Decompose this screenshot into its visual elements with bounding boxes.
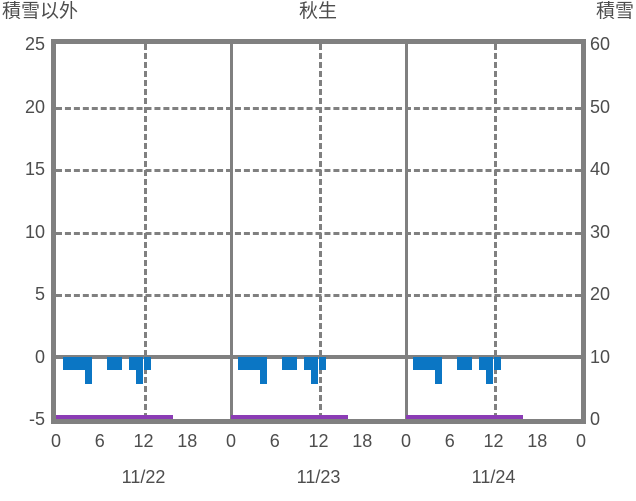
bar <box>107 356 115 371</box>
plot-area <box>51 39 586 424</box>
gridline-vertical <box>318 44 322 419</box>
bar <box>303 356 312 371</box>
bar <box>136 356 144 384</box>
x-axis-day-label: 11/23 <box>296 467 341 487</box>
x-axis-day-label: 11/22 <box>121 467 166 487</box>
bar <box>457 356 465 371</box>
bar <box>260 356 268 384</box>
right-axis: 60 50 40 30 20 10 0 <box>590 0 636 501</box>
x-axis-tick-label: 0 <box>225 431 236 451</box>
x-axis-tick-label: 6 <box>444 431 455 451</box>
page-title: 秋生 <box>298 1 337 22</box>
snow-depth-line <box>56 415 173 419</box>
bar <box>427 356 436 371</box>
gridline-vertical <box>493 44 497 419</box>
bar <box>478 356 487 371</box>
right-axis-title: 積雪 <box>595 1 634 22</box>
right-axis-tick-label: 40 <box>590 159 611 179</box>
plot-inner <box>56 44 581 419</box>
left-axis-tick-label: 0 <box>34 346 45 367</box>
x-axis-tick-label: 18 <box>177 431 198 451</box>
x-axis-day-label: 11/24 <box>471 467 516 487</box>
x-axis-tick-label: 12 <box>308 431 329 451</box>
left-axis-tick-label: -5 <box>28 409 45 429</box>
left-axis-tick-label: 5 <box>34 284 45 304</box>
bar <box>238 356 246 371</box>
left-axis-title: 積雪以外 <box>2 1 79 22</box>
right-axis-tick-label: 0 <box>590 409 601 429</box>
bar <box>245 356 253 371</box>
bar <box>486 356 494 384</box>
right-axis-tick-label: 20 <box>590 284 611 304</box>
bar <box>493 356 501 371</box>
bar <box>318 356 326 371</box>
bar <box>420 356 428 371</box>
left-axis-tick-label: 10 <box>24 221 45 242</box>
gridline-vertical <box>143 44 147 419</box>
right-axis-tick-label: 10 <box>590 346 611 367</box>
bar <box>311 356 319 384</box>
bar <box>128 356 137 371</box>
bar <box>85 356 93 384</box>
bar <box>70 356 78 371</box>
bar <box>282 356 290 371</box>
right-axis-tick-label: 50 <box>590 96 611 117</box>
x-axis-tick-label: 6 <box>269 431 280 451</box>
right-axis-tick-label: 60 <box>590 34 611 54</box>
bar <box>114 356 122 371</box>
x-axis-tick-label: 6 <box>94 431 105 451</box>
bar <box>252 356 261 371</box>
bar <box>413 356 421 371</box>
day-separator <box>404 44 408 419</box>
bar <box>143 356 151 371</box>
left-axis-tick-label: 15 <box>24 159 45 179</box>
x-axis-tick-label: 12 <box>483 431 504 451</box>
bar <box>289 356 297 371</box>
left-axis-tick-label: 20 <box>24 96 45 117</box>
snow-depth-line <box>406 415 523 419</box>
day-separator <box>229 44 233 419</box>
x-axis-tick-label: 18 <box>527 431 548 451</box>
x-axis-tick-label: 18 <box>352 431 373 451</box>
bar <box>464 356 472 371</box>
left-axis-tick-label: 25 <box>24 34 45 54</box>
bar <box>435 356 443 384</box>
x-axis-tick-label: 0 <box>575 431 586 451</box>
bar <box>63 356 71 371</box>
snow-depth-line <box>231 415 348 419</box>
x-axis-tick-label: 12 <box>133 431 154 451</box>
left-axis: 25 20 15 10 5 0 -5 <box>0 0 45 501</box>
x-axis-tick-label: 0 <box>50 431 61 451</box>
x-axis-tick-label: 0 <box>400 431 411 451</box>
right-axis-tick-label: 30 <box>590 221 611 242</box>
bar <box>77 356 86 371</box>
